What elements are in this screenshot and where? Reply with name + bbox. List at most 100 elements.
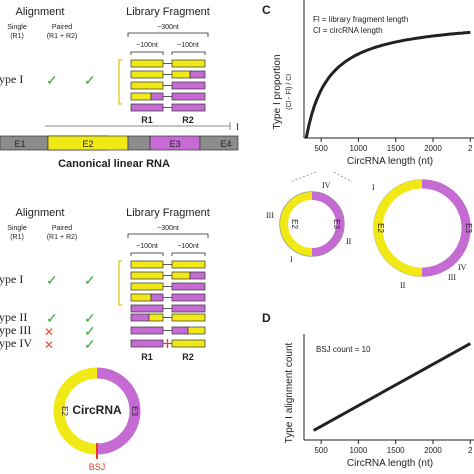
read-segment-r1 [130,271,164,280]
read-segment-r1 [130,260,164,269]
y-axis-label: Type I alignment count [284,342,295,443]
read-segment-r1 [148,313,164,322]
x-axis-label: CircRNA length (nt) [347,156,433,167]
large-circle-diagram: E3 E2 I IV III II [372,179,473,290]
single-sub: (R1) [10,234,24,241]
read-segment-r1 [130,59,164,68]
library-fragments [130,59,206,112]
read-bracket [130,51,164,55]
paired-sub: (R1 + R2) [47,234,78,241]
read-segment-r2 [171,339,206,348]
x-ticks: 500 1000 1500 2000 2 [314,440,473,455]
x-tick-label: 2 [468,446,473,455]
circ-exon-label: E2 [290,219,299,229]
read-segment-r1 [130,70,164,79]
alignment-header: Alignment [16,6,65,18]
r1-label: R1 [141,115,153,125]
read-bracket [171,252,206,256]
circ-exon-label: E3 [464,223,473,233]
legend-line: Fl = library fragment length [313,15,408,24]
read-segment-r1 [130,339,164,348]
x-tick-label: 2 [468,144,473,153]
x-tick-label: 2000 [424,144,442,153]
read-length-label: ~100nt [136,243,158,250]
check-icon: ✓ [84,336,96,352]
r2-label: R2 [182,115,194,125]
roman-label: IV [458,263,467,272]
cross-icon: ✕ [44,338,54,352]
roman-label: II [400,281,406,290]
check-icon: ✓ [84,272,96,288]
read-segment-r2 [171,304,206,313]
paired-label: Paired [52,225,72,232]
read-segment-r1 [130,326,164,335]
type-label: ype I [0,72,23,86]
group-bracket [118,260,122,306]
annotation: BSJ count = 10 [316,345,371,354]
x-axis-label: CircRNA length (nt) [347,458,433,469]
read-bracket [130,252,164,256]
read-segment-r1 [130,304,164,313]
exon-label: E3 [169,139,180,149]
roman-label: IV [322,181,331,190]
fragment-length-label: ~300nt [157,24,179,31]
read-segment-r1 [130,282,164,291]
circ-exon-e3 [311,192,344,256]
roman-label: III [448,273,456,282]
panel-d: D BSJ count = 10 Type I alignment count … [262,311,474,469]
roman-label: II [346,237,352,246]
library-fragments [130,260,206,348]
x-tick-label: 2000 [424,446,442,455]
alignment-header: Alignment [16,207,65,219]
library-header: Library Fragment [126,6,210,18]
read-bracket [171,51,206,55]
read-segment-r2 [171,260,206,269]
guide-line [289,171,317,183]
read-length-label: ~100nt [136,42,158,49]
check-icon: ✓ [84,323,96,339]
exon-label: E1 [14,139,25,149]
circ-exon-label: E3 [130,406,139,416]
fragment-length-label: ~300nt [157,225,179,232]
panel-letter: D [262,311,271,325]
read-segment-r1 [150,92,164,101]
roman-label: III [266,211,274,220]
read-segment-r2 [171,103,206,112]
linear-rna-bar: E1 E2 E3 E4 [0,135,239,151]
read-segment-r2 [171,92,206,101]
library-header: Library Fragment [126,207,210,219]
panel-letter: C [262,3,271,17]
x-tick-label: 500 [314,144,328,153]
bottom-left-panel: Alignment Library Fragment Single (R1) P… [0,207,210,472]
small-circle-diagram: E2 E3 IV III I II [266,181,352,264]
paired-label: Paired [52,24,72,31]
y-axis-label: Type I proportion [272,54,283,129]
x-tick-label: 500 [314,446,328,455]
read-segment-r2 [171,326,189,335]
panel-c: C Fl = library fragment length Cl = circ… [262,0,474,290]
x-tick-label: 1500 [387,144,405,153]
r1-label: R1 [141,352,153,362]
check-icon: ✓ [46,310,58,326]
bsj-label: BSJ [89,462,106,472]
circ-exon-e3 [421,179,471,277]
read-segment-r2 [171,271,191,280]
read-segment-r2 [171,282,206,291]
type-label: ype III [0,323,31,337]
single-label: Single [7,225,27,232]
check-icon: ✓ [46,72,58,88]
read-segment-r2 [171,81,206,90]
roman-label: I [290,255,293,264]
cross-icon: ✕ [44,325,54,339]
check-icon: ✓ [84,72,96,88]
roman-marker: I [236,122,239,132]
r2-label: R2 [182,352,194,362]
group-bracket [118,59,122,105]
exon-label: E2 [82,139,93,149]
type-label: ype IV [0,336,32,350]
exon-label: E4 [220,139,231,149]
circ-exon-e2 [53,367,98,455]
circ-exon-label: E2 [60,406,69,416]
check-icon: ✓ [84,310,96,326]
type-label: ype II [0,310,27,324]
